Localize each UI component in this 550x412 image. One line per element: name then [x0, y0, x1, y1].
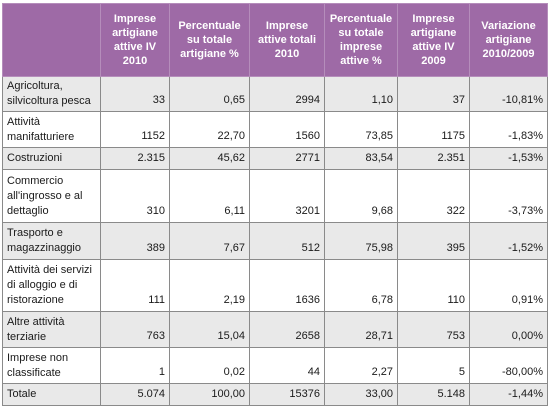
cell: 33	[100, 76, 170, 112]
data-table-container: Imprese artigiane attive IV 2010 Percent…	[2, 3, 548, 406]
cell: 0,91%	[469, 259, 548, 312]
cell: 1636	[249, 259, 325, 312]
row-label: Imprese non classificate	[2, 347, 101, 384]
row-label: Agricoltura, silvicoltura pesca	[2, 76, 101, 112]
header-imprese-artigiane-2010: Imprese artigiane attive IV 2010	[100, 3, 170, 77]
table-row: Imprese non classificate 1 0,02 44 2,27 …	[2, 347, 548, 384]
cell: -1,83%	[469, 111, 548, 148]
table-row: Altre attività terziarie 763 15,04 2658 …	[2, 311, 548, 348]
cell: -1,44%	[469, 383, 548, 406]
cell: 45,62	[169, 147, 250, 170]
header-blank	[2, 3, 101, 77]
row-label: Totale	[2, 383, 101, 406]
cell: 753	[397, 311, 470, 348]
table-row: Attività manifatturiere 1152 22,70 1560 …	[2, 111, 548, 148]
header-imprese-attive-totali: Imprese attive totali 2010	[249, 3, 325, 77]
cell: 73,85	[324, 111, 398, 148]
row-label: Attività manifatturiere	[2, 111, 101, 148]
cell: 3201	[249, 169, 325, 223]
table-row-total: Totale 5.074 100,00 15376 33,00 5.148 -1…	[2, 383, 548, 406]
cell: 111	[100, 259, 170, 312]
row-label: Attività dei servizi di alloggio e di ri…	[2, 259, 101, 312]
cell: 2658	[249, 311, 325, 348]
header-variazione: Variazione artigiane 2010/2009	[469, 3, 548, 77]
cell: 2,19	[169, 259, 250, 312]
row-label: Altre attività terziarie	[2, 311, 101, 348]
cell: 2.351	[397, 147, 470, 170]
cell: 37	[397, 76, 470, 112]
cell: 15,04	[169, 311, 250, 348]
cell: -3,73%	[469, 169, 548, 223]
row-label: Costruzioni	[2, 147, 101, 170]
cell: 7,67	[169, 222, 250, 260]
cell: 389	[100, 222, 170, 260]
cell: 512	[249, 222, 325, 260]
cell: 110	[397, 259, 470, 312]
cell: 1	[100, 347, 170, 384]
cell: -10,81%	[469, 76, 548, 112]
cell: -1,53%	[469, 147, 548, 170]
cell: 763	[100, 311, 170, 348]
cell: 2994	[249, 76, 325, 112]
cell: 0,00%	[469, 311, 548, 348]
cell: 83,54	[324, 147, 398, 170]
cell: 5.074	[100, 383, 170, 406]
cell: 75,98	[324, 222, 398, 260]
cell: 2,27	[324, 347, 398, 384]
table-row: Costruzioni 2.315 45,62 2771 83,54 2.351…	[2, 147, 548, 170]
header-imprese-artigiane-2009: Imprese artigiane attive IV 2009	[397, 3, 470, 77]
cell: 6,78	[324, 259, 398, 312]
cell: 0,02	[169, 347, 250, 384]
header-percentuale-imprese-attive: Percentuale su totale imprese attive %	[324, 3, 398, 77]
table-row: Attività dei servizi di alloggio e di ri…	[2, 259, 548, 312]
cell: -1,52%	[469, 222, 548, 260]
cell: 0,65	[169, 76, 250, 112]
cell: 100,00	[169, 383, 250, 406]
cell: 6,11	[169, 169, 250, 223]
cell: 15376	[249, 383, 325, 406]
cell: 9,68	[324, 169, 398, 223]
table-row: Commercio all'ingrosso e al dettaglio 31…	[2, 169, 548, 223]
cell: 395	[397, 222, 470, 260]
row-label: Trasporto e magazzinaggio	[2, 222, 101, 260]
cell: -80,00%	[469, 347, 548, 384]
cell: 1152	[100, 111, 170, 148]
row-label: Commercio all'ingrosso e al dettaglio	[2, 169, 101, 223]
cell: 1175	[397, 111, 470, 148]
cell: 1,10	[324, 76, 398, 112]
cell: 2.315	[100, 147, 170, 170]
table-row: Trasporto e magazzinaggio 389 7,67 512 7…	[2, 222, 548, 260]
table-row: Agricoltura, silvicoltura pesca 33 0,65 …	[2, 76, 548, 112]
header-percentuale-artigiane: Percentuale su totale artigiane %	[169, 3, 250, 77]
cell: 310	[100, 169, 170, 223]
cell: 1560	[249, 111, 325, 148]
cell: 5	[397, 347, 470, 384]
cell: 5.148	[397, 383, 470, 406]
table-header-row: Imprese artigiane attive IV 2010 Percent…	[2, 3, 548, 77]
imprese-artigiane-table: Imprese artigiane attive IV 2010 Percent…	[2, 3, 548, 406]
cell: 322	[397, 169, 470, 223]
cell: 28,71	[324, 311, 398, 348]
cell: 2771	[249, 147, 325, 170]
cell: 33,00	[324, 383, 398, 406]
cell: 22,70	[169, 111, 250, 148]
cell: 44	[249, 347, 325, 384]
